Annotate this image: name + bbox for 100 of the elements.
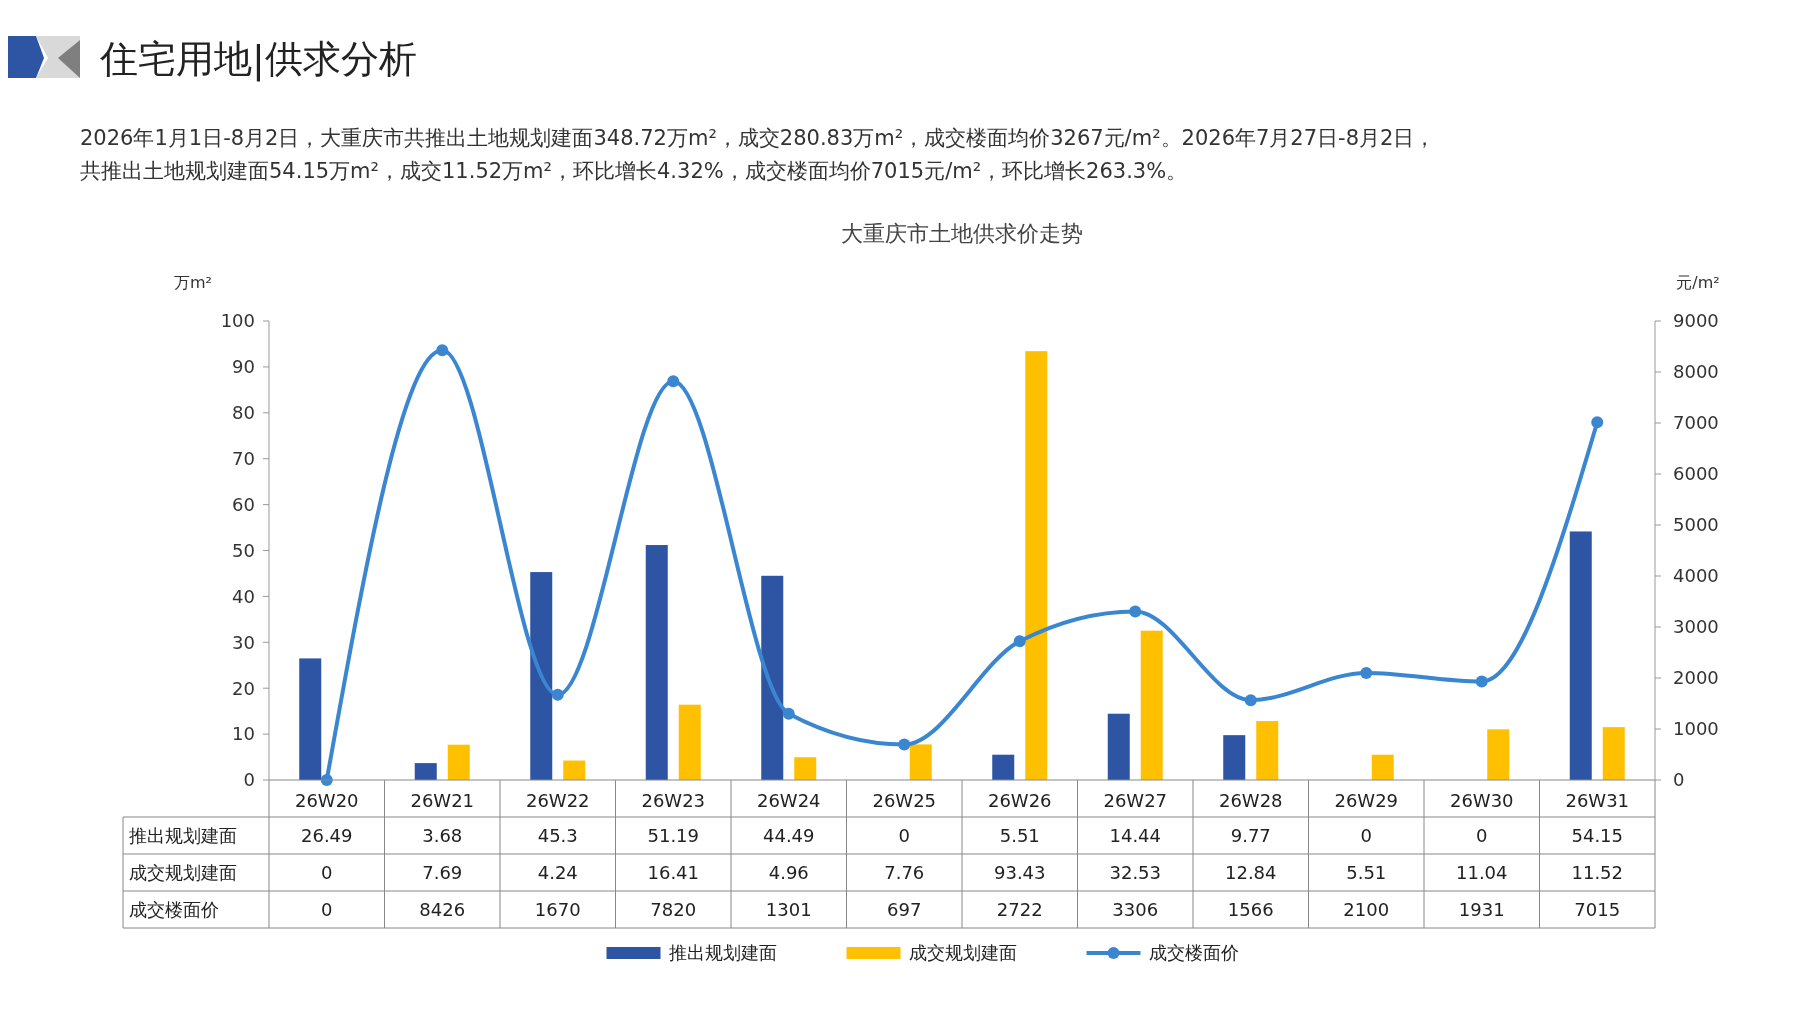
bar bbox=[1487, 729, 1510, 780]
data-label: 2722 bbox=[996, 898, 1043, 920]
legend-label: 推出规划建面 bbox=[668, 942, 777, 964]
data-label: 697 bbox=[887, 898, 922, 920]
legend-label: 成交规划建面 bbox=[908, 942, 1017, 964]
data-label: 7.69 bbox=[422, 861, 463, 883]
y2-tick-label: 3000 bbox=[1673, 616, 1719, 638]
data-label: 11.52 bbox=[1571, 861, 1624, 883]
x-tick-label: 26W27 bbox=[1103, 789, 1168, 811]
bar bbox=[1602, 727, 1625, 780]
y-tick-label: 80 bbox=[232, 402, 255, 424]
bar bbox=[1140, 630, 1163, 780]
bar bbox=[414, 763, 437, 780]
data-label: 3306 bbox=[1112, 898, 1159, 920]
x-tick-label: 26W23 bbox=[641, 789, 706, 811]
data-label: 4.24 bbox=[537, 861, 578, 883]
bar bbox=[678, 704, 701, 780]
data-label: 1301 bbox=[765, 898, 812, 920]
x-tick-label: 26W30 bbox=[1449, 789, 1514, 811]
x-tick-label: 26W21 bbox=[410, 789, 475, 811]
y-tick-label: 70 bbox=[232, 448, 255, 469]
chart-title: 大重庆市土地供求价走势 bbox=[841, 221, 1083, 246]
bar bbox=[563, 760, 586, 780]
y-tick-label: 50 bbox=[232, 539, 255, 561]
point bbox=[551, 688, 564, 701]
data-label: 4.96 bbox=[768, 861, 809, 883]
data-label: 32.53 bbox=[1109, 861, 1162, 883]
text: 住宅用地|供求分析 bbox=[99, 37, 417, 82]
y-tick-label: 30 bbox=[232, 631, 255, 653]
text: 2026年1月1日-8月2日，大重庆市共推出土地规划建面348.72万m²，成交280.83万m²，成交楼面均价3267元/m²。2026年7月27日-8月2日， bbox=[80, 126, 1436, 150]
data-label: 0 bbox=[321, 861, 333, 883]
point bbox=[1244, 694, 1257, 707]
point bbox=[1013, 635, 1026, 648]
x-tick-label: 26W24 bbox=[756, 789, 821, 811]
data-label: 2100 bbox=[1343, 898, 1390, 920]
bar bbox=[299, 658, 322, 780]
data-label: 93.43 bbox=[993, 861, 1046, 883]
data-label: 0 bbox=[898, 824, 910, 846]
point bbox=[436, 344, 449, 357]
point bbox=[1475, 675, 1488, 688]
y2-tick-label: 1000 bbox=[1673, 718, 1719, 740]
data-label: 7820 bbox=[650, 898, 697, 920]
bar bbox=[909, 744, 932, 780]
bar bbox=[1107, 713, 1130, 780]
data-label: 8426 bbox=[419, 898, 466, 920]
bar bbox=[447, 744, 470, 780]
x-tick-label: 26W20 bbox=[294, 789, 359, 811]
point bbox=[898, 738, 911, 751]
y2-tick-label: 0 bbox=[1673, 769, 1685, 791]
data-label: 51.19 bbox=[647, 824, 700, 846]
data-label: 7015 bbox=[1574, 898, 1621, 920]
data-label: 0 bbox=[1360, 824, 1372, 846]
data-label: 5.51 bbox=[1346, 861, 1387, 883]
y2-tick-label: 2000 bbox=[1673, 667, 1719, 689]
bar bbox=[1025, 351, 1048, 780]
legend-label: 成交楼面价 bbox=[1148, 942, 1239, 964]
point bbox=[667, 375, 680, 388]
data-label: 12.84 bbox=[1224, 861, 1277, 883]
bar bbox=[992, 754, 1015, 780]
data-label: 1670 bbox=[534, 898, 581, 920]
x-tick-label: 26W22 bbox=[525, 789, 590, 811]
point bbox=[1360, 666, 1373, 679]
x-tick-label: 26W25 bbox=[872, 789, 937, 811]
data-label: 54.15 bbox=[1571, 824, 1624, 846]
y-axis-title: 万m² bbox=[174, 273, 212, 292]
bar bbox=[1371, 754, 1394, 780]
bar bbox=[1569, 531, 1592, 780]
bar bbox=[794, 757, 817, 780]
y-tick-label: 10 bbox=[232, 723, 255, 745]
data-label: 5.51 bbox=[999, 824, 1040, 846]
data-label: 26.49 bbox=[300, 824, 353, 846]
data-label: 45.3 bbox=[537, 824, 578, 846]
text: 成交楼面价 bbox=[129, 898, 219, 920]
point bbox=[1591, 416, 1604, 429]
bar bbox=[645, 545, 668, 780]
y2-tick-label: 6000 bbox=[1673, 463, 1719, 485]
x-tick-label: 26W31 bbox=[1565, 789, 1630, 811]
data-label: 14.44 bbox=[1109, 824, 1162, 846]
y2-tick-label: 8000 bbox=[1673, 361, 1719, 383]
text: 推出规划建面 bbox=[129, 824, 237, 846]
y-tick-label: 20 bbox=[232, 677, 255, 699]
bar bbox=[1256, 721, 1279, 780]
y-tick-label: 100 bbox=[220, 310, 255, 332]
data-label: 0 bbox=[321, 898, 333, 920]
data-label: 9.77 bbox=[1230, 824, 1271, 846]
data-label: 11.04 bbox=[1455, 861, 1508, 883]
bar bbox=[761, 575, 784, 780]
text: 共推出土地规划建面54.15万m²，成交11.52万m²，环比增长4.32%，成交楼面均价7015元/m²，环比增长263.3%。 bbox=[80, 159, 1188, 183]
y-tick-label: 90 bbox=[232, 356, 255, 378]
x-tick-label: 26W26 bbox=[987, 789, 1052, 811]
data-label: 7.76 bbox=[884, 861, 925, 883]
data-label: 0 bbox=[1476, 824, 1488, 846]
y2-tick-label: 5000 bbox=[1673, 514, 1719, 536]
y2-axis-title: 元/m² bbox=[1676, 273, 1720, 292]
data-label: 16.41 bbox=[647, 861, 700, 883]
data-label: 3.68 bbox=[422, 824, 463, 846]
y-tick-label: 40 bbox=[232, 585, 255, 607]
y-tick-label: 0 bbox=[243, 769, 255, 791]
point bbox=[1129, 605, 1142, 618]
y2-tick-label: 4000 bbox=[1673, 565, 1719, 587]
